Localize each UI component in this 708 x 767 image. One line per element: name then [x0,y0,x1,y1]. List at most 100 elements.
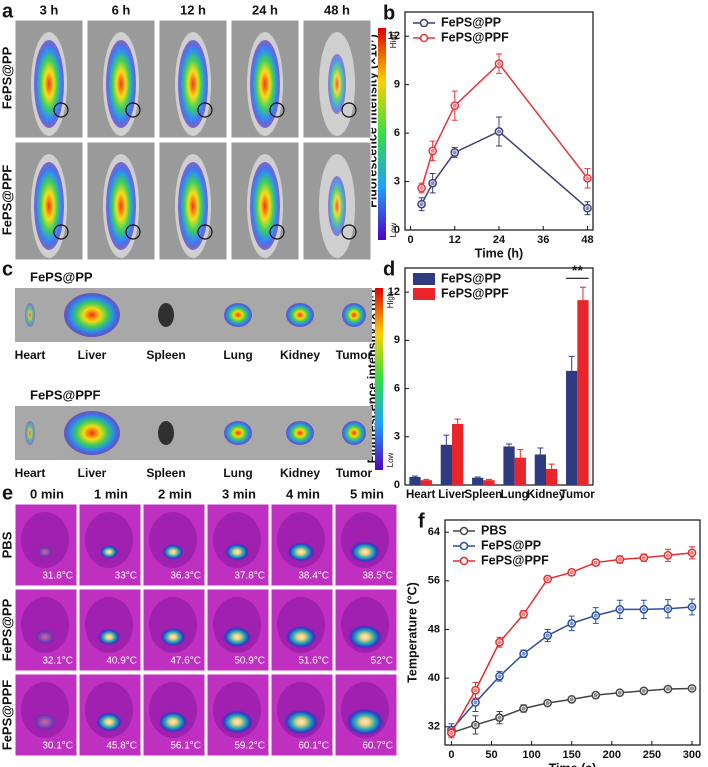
hotspot [160,627,186,647]
error-bar [517,449,524,458]
bar [409,476,421,485]
data-point-core [419,186,424,191]
data-point-core [593,693,598,698]
temperature-label: 60.7°C [362,741,393,752]
temperature-label: 38.5°C [362,571,393,582]
y-axis-label: Temperature (°C) [405,582,419,683]
colorbar [378,28,386,240]
series-line [420,62,589,189]
x-tick-label: Liver [438,489,466,501]
organ [342,303,366,327]
temperature-label: 30.1°C [42,741,73,752]
data-point-core [430,181,435,186]
y-tick-label: 32 [428,721,440,733]
row-label: FePS@PP [0,46,14,109]
hotspot [33,713,57,731]
column-label: 24 h [252,2,278,17]
data-point-core [617,690,622,695]
signal [328,54,346,114]
organ [25,421,35,445]
temperature-label: 38.4°C [298,571,329,582]
data-point-core [430,148,435,153]
colorbar-low: Low [389,222,398,237]
column-label: 4 min [286,486,320,501]
y-tick-label: 3 [394,431,400,443]
data-point-core [545,701,550,706]
x-tick-label: Kidney [527,489,566,501]
error-bar [537,447,544,455]
tumor-circle [341,224,357,240]
x-tick-label: 36 [537,234,549,246]
signal [106,40,136,128]
hotspot [220,710,254,734]
column-label: 3 h [40,2,59,17]
legend-label: FePS@PP [481,538,541,552]
row-label: FePS@PPF [0,680,14,751]
hotspot [285,625,317,649]
data-point-core [641,688,646,693]
temperature-label: 47.6°C [170,656,201,667]
legend-marker [419,18,429,28]
tumor-circle [125,102,141,118]
error-bar [568,355,575,371]
data-point-core [569,621,574,626]
organ [64,411,120,455]
legend-label: FePS@PPF [481,553,549,567]
y-tick-label: 0 [394,479,400,491]
tumor-circle [125,224,141,240]
annotation: ** [572,262,583,278]
panel-label: b [383,2,395,24]
legend-marker [419,33,429,43]
organ [64,293,120,337]
bar [440,444,452,485]
series-line [450,552,693,734]
bar [472,477,484,485]
x-tick-label: 250 [643,749,661,761]
y-tick-label: 3 [394,175,400,187]
organ-label: Liver [78,466,107,480]
temperature-label: 59.2°C [234,741,265,752]
column-label: 3 min [222,486,256,501]
signal [34,40,64,128]
data-point-core [665,687,670,692]
legend-label: FePS@PP [441,15,501,29]
organ [158,421,174,445]
hotspot [224,543,250,561]
organ [286,421,314,445]
error-bar [506,443,513,447]
tumor-circle [53,224,69,240]
hotspot [162,544,184,560]
organ [224,421,252,445]
mouse [21,682,69,738]
mouse [21,512,69,568]
x-axis-label: Time (s) [549,761,597,767]
x-tick-label: 48 [581,234,593,246]
column-label: 1 min [94,486,128,501]
panel-label: a [2,0,14,22]
organ-label: Liver [78,348,107,362]
temperature-label: 45.8°C [106,741,137,752]
y-tick-label: 64 [428,526,441,538]
error-bar [443,434,450,445]
data-point-core [521,706,526,711]
data-point-core [497,129,501,134]
legend-swatch [413,288,435,300]
data-point-core [545,576,550,581]
colorbar-high: High [386,292,395,308]
data-point-core [497,715,502,720]
x-tick-label: 150 [563,749,581,761]
x-tick-label: 24 [493,234,506,246]
x-tick-label: Heart [406,489,436,501]
error-bar [548,463,555,469]
bar [483,480,495,485]
organ [25,303,35,327]
y-tick-label: 9 [394,79,400,91]
data-point-core [521,612,526,617]
data-point-core [665,553,670,558]
mouse [85,597,133,653]
panel-label: e [2,482,13,504]
y-tick-label: 9 [394,334,400,346]
hotspot [97,628,121,646]
hotspot [99,545,119,559]
